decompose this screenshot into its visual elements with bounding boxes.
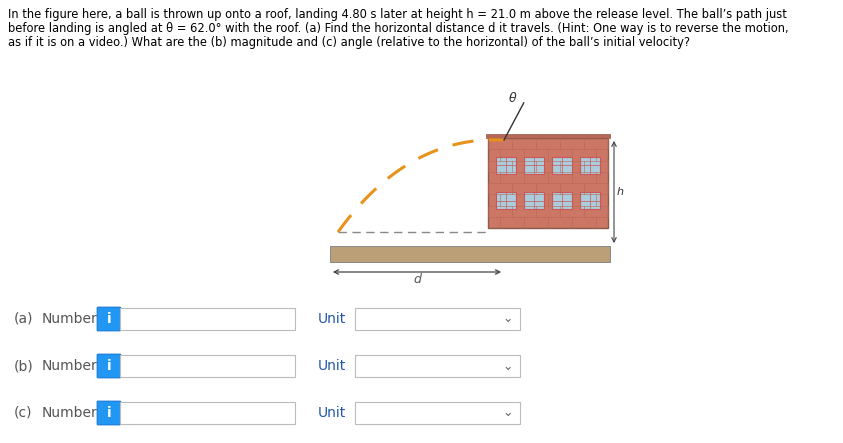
Text: In the figure here, a ball is thrown up onto a roof, landing 4.80 s later at hei: In the figure here, a ball is thrown up … [8,8,787,21]
Bar [488,138,608,228]
Bar [552,157,572,174]
Text: $\theta$: $\theta$ [508,91,518,105]
Bar [486,134,610,138]
Text: i: i [107,359,111,373]
Bar [120,355,295,377]
Text: Unit: Unit [318,312,346,326]
Text: Number: Number [42,312,98,326]
Text: Unit: Unit [318,359,346,373]
Text: d: d [413,273,421,286]
Bar [330,246,610,262]
Bar [496,157,516,174]
FancyBboxPatch shape [97,354,121,378]
Bar [496,192,516,210]
Bar [580,157,600,174]
FancyBboxPatch shape [97,307,121,331]
Bar [580,192,600,210]
Text: Unit: Unit [318,406,346,420]
Text: (a): (a) [14,312,34,326]
Text: ⌄: ⌄ [502,407,513,420]
FancyBboxPatch shape [97,401,121,425]
Bar [120,402,295,424]
Bar [524,192,544,210]
Bar [355,355,520,377]
Text: h: h [617,187,624,197]
Bar [552,192,572,210]
Bar [355,402,520,424]
Text: as if it is on a video.) What are the (b) magnitude and (c) angle (relative to t: as if it is on a video.) What are the (b… [8,36,690,49]
Text: ⌄: ⌄ [502,360,513,373]
Text: Number: Number [42,359,98,373]
Text: (c): (c) [14,406,33,420]
Bar [120,308,295,330]
Text: ⌄: ⌄ [502,312,513,326]
Text: i: i [107,406,111,420]
Text: before landing is angled at θ = 62.0° with the roof. (a) Find the horizontal dis: before landing is angled at θ = 62.0° wi… [8,22,788,35]
Bar [355,308,520,330]
Text: i: i [107,312,111,326]
Text: (b): (b) [14,359,34,373]
Bar [524,157,544,174]
Text: Number: Number [42,406,98,420]
